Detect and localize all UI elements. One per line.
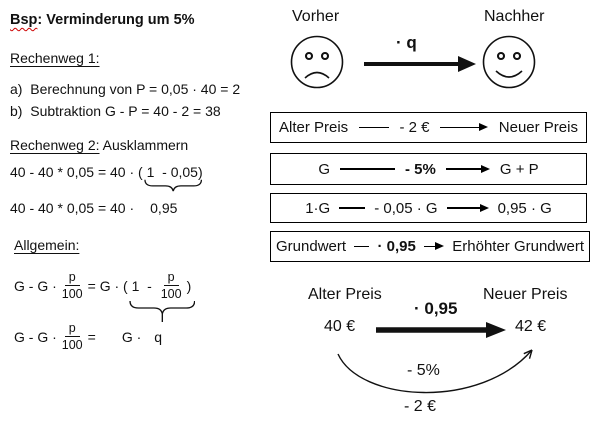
fraction-numerator: p bbox=[64, 321, 80, 338]
formula2-g-dot: G · bbox=[121, 328, 142, 345]
box1-mid-label: - 2 € bbox=[399, 119, 430, 136]
eq1-braced-group: 1 - 0,05 bbox=[143, 164, 202, 192]
box1-right-label: Neuer Preis bbox=[498, 119, 578, 136]
box4-right-label: Erhöhter Grundwert bbox=[452, 238, 584, 255]
eq1-close-paren: ) bbox=[197, 164, 203, 180]
box1-left-label: Alter Preis bbox=[279, 119, 349, 136]
bottom-left-price-label: Alter Preis bbox=[308, 286, 382, 303]
rechenweg1-heading: Rechenweg 1: bbox=[10, 50, 100, 66]
rechenweg1-item-a: a) Berechnung von P = 0,05 · 40 = 2 bbox=[10, 81, 241, 97]
rechenweg2-heading-line: Rechenweg 2: Ausklammern bbox=[10, 137, 188, 153]
fraction-p-100: p 100 bbox=[161, 270, 182, 302]
flow-box-alter-neuer: Alter Preis - 2 € Neuer Preis bbox=[270, 112, 587, 143]
box3-right-label: 0,95 · G bbox=[497, 199, 552, 217]
equation-ausklammern-2: 40 - 40 * 0,05 = 40 · 0,95 bbox=[10, 200, 177, 216]
formula1-one-minus: 1 - bbox=[131, 277, 156, 294]
equation-ausklammern-1: 40 - 40 * 0,05 = 40 · ( 1 - 0,05) bbox=[10, 164, 203, 192]
underbrace-tail-icon bbox=[128, 299, 196, 324]
box4-mid-label: · 0,95 bbox=[377, 238, 416, 255]
eq2-result: 0,95 bbox=[150, 200, 178, 216]
multiply-095-label: · 0,95 bbox=[414, 299, 458, 318]
connector-arrow-icon bbox=[445, 168, 482, 170]
title-rest: Verminderung um 5% bbox=[42, 12, 195, 28]
sad-face-icon bbox=[289, 34, 345, 90]
fraction-denominator: 100 bbox=[61, 287, 83, 302]
page-title: Bsp: Verminderung um 5% bbox=[10, 12, 195, 28]
discount-arc-icon bbox=[330, 338, 542, 410]
general-formula-1: G - G · p 100 = G · ( 1 - p 100 ) bbox=[14, 270, 195, 322]
flow-box-g-gp: G - 5% G + P bbox=[270, 153, 587, 185]
fraction-numerator: p bbox=[163, 270, 179, 287]
title-colon: : bbox=[37, 12, 43, 28]
flow-box-1g-095g: 1·G - 0,05 · G 0,95 · G bbox=[270, 193, 587, 223]
rechenweg2-heading: Rechenweg 2: bbox=[10, 137, 100, 153]
flow-box-grundwert: Grundwert · 0,95 Erhöhter Grundwert bbox=[270, 231, 590, 262]
connector-line bbox=[358, 126, 389, 129]
bottom-right-price-label: Neuer Preis bbox=[483, 286, 568, 303]
underbrace-icon bbox=[143, 178, 202, 192]
eq1-braced-text: 1 - 0,05 bbox=[146, 164, 198, 180]
arc-euro-label: - 2 € bbox=[404, 398, 437, 415]
connector-line bbox=[339, 207, 366, 209]
title-word: Bsp bbox=[10, 12, 38, 28]
box2-left-label: G bbox=[318, 160, 331, 178]
after-label: Nachher bbox=[484, 8, 545, 25]
formula1-prefix: G - G · bbox=[14, 277, 57, 294]
connector-arrow-icon bbox=[446, 207, 481, 209]
old-price-value: 40 € bbox=[324, 318, 356, 335]
eq1-prefix: 40 - 40 * 0,05 = 40 · ( bbox=[10, 164, 147, 180]
general-formula-2: G - G · p 100 = G · q bbox=[14, 321, 162, 353]
fraction-numerator: p bbox=[64, 270, 80, 287]
formula1-braced-group: 1 - p 100 ) bbox=[128, 270, 195, 322]
allgemein-heading: Allgemein: bbox=[14, 237, 80, 253]
arc-percent-label: - 5% bbox=[407, 362, 440, 379]
formula2-equals: = bbox=[87, 328, 96, 345]
formula2-q: q bbox=[154, 328, 163, 345]
happy-face-icon bbox=[481, 34, 537, 90]
eq2-prefix: 40 - 40 * 0,05 = 40 · bbox=[10, 200, 135, 216]
formula2-prefix: G - G · bbox=[14, 328, 57, 345]
box3-mid-label: - 0,05 · G bbox=[374, 199, 438, 217]
connector-arrow-icon bbox=[424, 245, 437, 248]
connector-arrow-icon bbox=[440, 126, 481, 129]
new-price-value: 42 € bbox=[515, 318, 547, 335]
connector-line bbox=[340, 168, 396, 170]
fraction-p-100: p 100 bbox=[62, 270, 83, 302]
multiply-q-label: · q bbox=[396, 33, 417, 52]
rechenweg1-item-b: b) Subtraktion G - P = 40 - 2 = 38 bbox=[10, 103, 221, 119]
connector-line bbox=[354, 245, 370, 248]
box2-mid-label: - 5% bbox=[405, 160, 436, 178]
box4-left-label: Grundwert bbox=[276, 238, 347, 255]
fraction-denominator: 100 bbox=[160, 287, 182, 302]
fraction-denominator: 100 bbox=[61, 338, 83, 353]
fraction-p-100: p 100 bbox=[62, 321, 83, 353]
before-label: Vorher bbox=[292, 8, 340, 25]
box3-left-label: 1·G bbox=[305, 199, 331, 217]
price-arrow-icon bbox=[374, 321, 508, 339]
rechenweg2-suffix: Ausklammern bbox=[99, 137, 189, 153]
formula1-close-paren: ) bbox=[186, 277, 192, 294]
box2-right-label: G + P bbox=[499, 160, 539, 178]
formula1-equals-open: = G · ( bbox=[87, 277, 132, 294]
q-arrow-icon bbox=[362, 52, 478, 76]
